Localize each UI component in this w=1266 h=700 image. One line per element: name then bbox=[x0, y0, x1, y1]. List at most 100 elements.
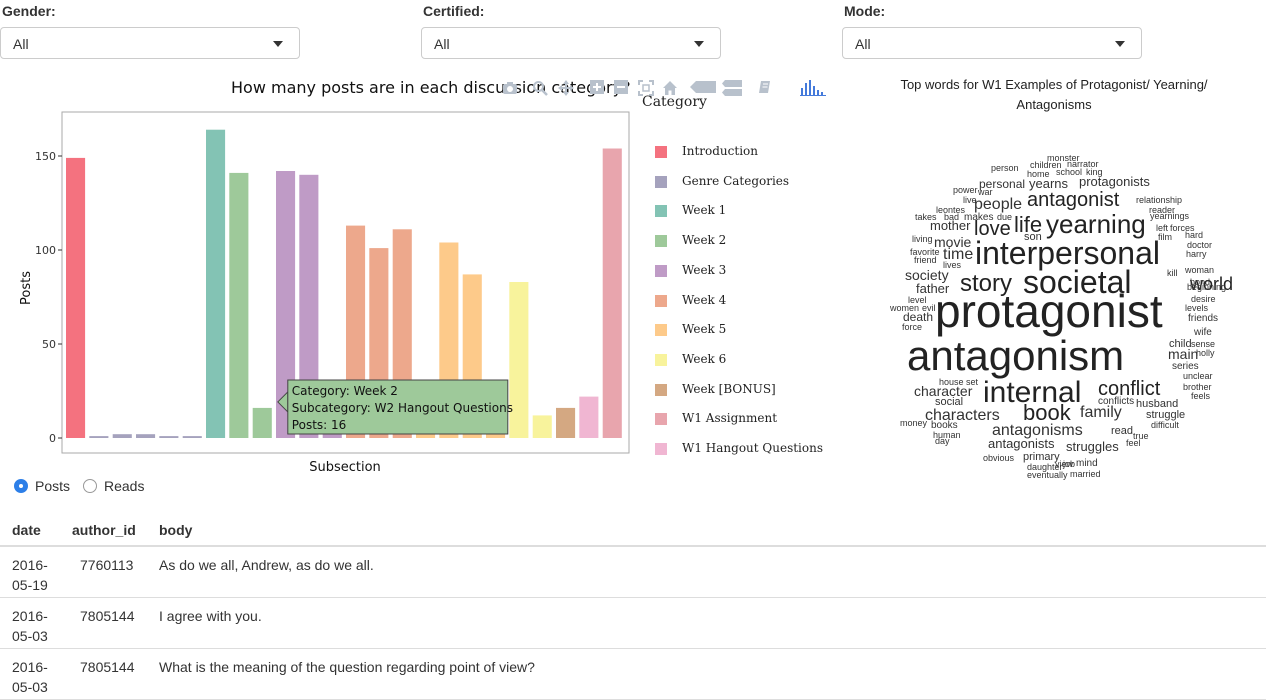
wordcloud-word: society bbox=[905, 267, 949, 283]
bar[interactable] bbox=[206, 129, 226, 438]
wordcloud-word: protagonist bbox=[935, 285, 1163, 337]
cell-date: 2016-05-03 bbox=[12, 659, 48, 695]
y-axis: 0 50 100 150 bbox=[35, 150, 62, 445]
column-header-body[interactable]: body bbox=[159, 522, 193, 538]
tooltip-line: Posts: 16 bbox=[292, 418, 347, 432]
zoom-icon[interactable] bbox=[532, 80, 548, 96]
bar[interactable] bbox=[159, 436, 179, 438]
gender-select[interactable]: All bbox=[0, 27, 300, 59]
cell-body: What is the meaning of the question rega… bbox=[159, 659, 535, 675]
column-header-date[interactable]: date bbox=[12, 522, 41, 538]
legend-label: W1 Hangout Questions bbox=[682, 441, 823, 455]
bar[interactable] bbox=[89, 436, 109, 438]
camera-icon[interactable] bbox=[502, 80, 518, 96]
bar[interactable] bbox=[276, 171, 296, 438]
radio-circle[interactable] bbox=[14, 479, 28, 493]
column-header-author-id[interactable]: author_id bbox=[72, 522, 136, 538]
wordcloud-word: doctor bbox=[1187, 240, 1212, 250]
zoom-in-icon[interactable] bbox=[590, 80, 604, 94]
bar[interactable] bbox=[602, 148, 622, 439]
wordcloud-word: makes bbox=[964, 212, 993, 223]
wordcloud-word: film bbox=[1158, 232, 1172, 242]
zoom-out-icon[interactable] bbox=[614, 80, 628, 94]
bar[interactable] bbox=[579, 396, 599, 438]
table-row[interactable]: 2016-05-03 7805144 I agree with you. bbox=[0, 598, 1266, 649]
bar[interactable] bbox=[532, 415, 552, 438]
wordcloud-word: social bbox=[935, 396, 963, 408]
mode-select[interactable]: All bbox=[842, 27, 1142, 59]
bar[interactable] bbox=[299, 174, 319, 439]
wordcloud-word: set bbox=[966, 377, 979, 387]
legend-swatch bbox=[655, 205, 667, 218]
cell-body: I agree with you. bbox=[159, 608, 262, 624]
autoscale-icon[interactable] bbox=[638, 80, 654, 96]
wordcloud-word: story bbox=[960, 270, 1012, 297]
wordcloud-word: harry bbox=[1186, 249, 1207, 259]
y-tick-label: 50 bbox=[42, 338, 56, 351]
radio-circle[interactable] bbox=[83, 479, 97, 493]
hover-compare-icon[interactable] bbox=[722, 80, 742, 96]
wordcloud-word: characters bbox=[925, 407, 1000, 424]
bar[interactable] bbox=[136, 434, 156, 438]
wordcloud-word: world bbox=[1189, 274, 1233, 294]
certified-select-value: All bbox=[434, 36, 450, 52]
wordcloud-word: children bbox=[1030, 160, 1062, 170]
wordcloud-word: living bbox=[912, 234, 933, 244]
cell-author-id: 7805144 bbox=[80, 608, 135, 624]
radio-reads-label: Reads bbox=[104, 478, 145, 494]
cell-date: 2016-05-19 bbox=[12, 557, 48, 593]
wordcloud-word: interpersonal bbox=[975, 235, 1160, 271]
bar[interactable] bbox=[66, 157, 86, 438]
mode-filter-label: Mode: bbox=[844, 3, 886, 19]
toggle-spikelines-icon[interactable] bbox=[758, 80, 772, 94]
bar[interactable] bbox=[182, 436, 202, 438]
wordcloud-word: love bbox=[974, 218, 1011, 240]
bar[interactable] bbox=[252, 407, 272, 438]
reset-axes-icon[interactable] bbox=[662, 80, 678, 96]
wordcloud-word: due bbox=[997, 212, 1012, 222]
wordcloud-word: obvious bbox=[983, 453, 1015, 463]
bar[interactable] bbox=[509, 282, 529, 438]
wordcloud-word: people bbox=[974, 196, 1022, 213]
pan-icon[interactable] bbox=[558, 80, 574, 96]
bar[interactable] bbox=[556, 407, 576, 438]
legend-title: Category bbox=[642, 94, 707, 110]
wordcloud-word: job bbox=[1062, 459, 1075, 469]
wordcloud-word: holly bbox=[1196, 348, 1215, 358]
wordcloud-word: time bbox=[943, 246, 973, 263]
wordcloud-word: family bbox=[1080, 404, 1122, 421]
table-row[interactable]: 2016-05-03 7805144 What is the meaning o… bbox=[0, 649, 1266, 700]
wordcloud-word: takes bbox=[915, 212, 937, 222]
plotly-logo-icon[interactable] bbox=[800, 80, 826, 96]
bar-chart: 0 50 100 150 Posts Subsection Category: Wee… bbox=[19, 111, 630, 475]
wordcloud-word: women bbox=[889, 303, 919, 313]
legend-label: Week 3 bbox=[682, 262, 727, 277]
wordcloud-word: person bbox=[991, 163, 1019, 173]
wordcloud-word: antagonist bbox=[1027, 189, 1120, 211]
wordcloud-word: child bbox=[1169, 338, 1192, 350]
wordcloud-word: reader bbox=[1149, 205, 1175, 215]
certified-filter-label: Certified: bbox=[423, 3, 485, 19]
wordcloud-word: struggle bbox=[1146, 409, 1185, 421]
wordcloud-word: favorite bbox=[910, 247, 940, 257]
legend-swatch bbox=[655, 353, 667, 366]
tooltip-line: Category: Week 2 bbox=[292, 384, 398, 398]
wordcloud-word: yearnings bbox=[1150, 211, 1190, 221]
certified-select[interactable]: All bbox=[421, 27, 721, 59]
table-row[interactable]: 2016-05-19 7760113 As do we all, Andrew,… bbox=[0, 547, 1266, 598]
bar[interactable] bbox=[112, 434, 132, 438]
legend-label: Genre Categories bbox=[682, 173, 790, 188]
wordcloud-word: woman bbox=[1184, 265, 1214, 275]
hover-closest-icon[interactable] bbox=[690, 80, 716, 94]
x-axis-label: Subsection bbox=[309, 460, 381, 475]
bar[interactable] bbox=[229, 172, 249, 438]
bar-tooltip: Category: Week 2 Subcategory: W2 Hangout … bbox=[277, 379, 513, 435]
wordcloud-word: main bbox=[1168, 346, 1198, 362]
cell-body: As do we all, Andrew, as do we all. bbox=[159, 557, 374, 573]
wordcloud-word: true bbox=[1133, 431, 1149, 441]
wordcloud-word: bad bbox=[944, 212, 959, 222]
legend-swatch bbox=[655, 146, 667, 158]
wordcloud-word: wife bbox=[1193, 327, 1212, 338]
wordcloud-word: conflicts bbox=[1098, 396, 1134, 407]
legend-swatch bbox=[655, 443, 667, 455]
